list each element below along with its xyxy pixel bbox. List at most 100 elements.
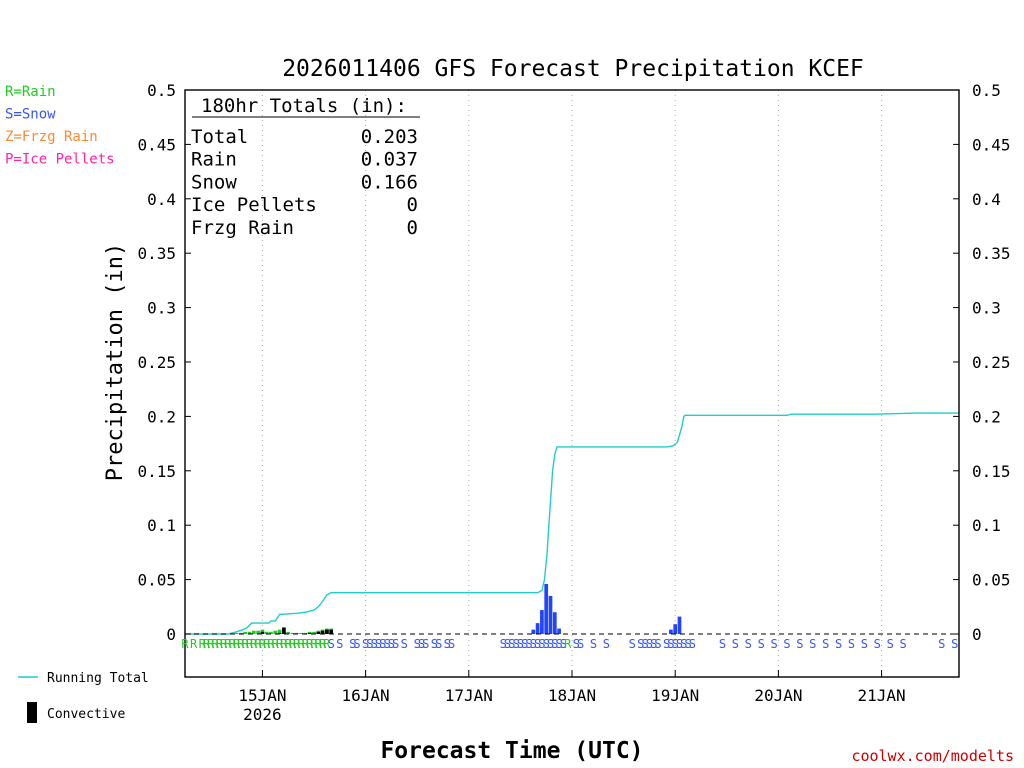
series-legend: Running Total Convective <box>18 671 149 723</box>
x-tick-label: 19JAN <box>651 686 699 705</box>
y-tick-label-left: 0.45 <box>137 135 176 154</box>
convective-bar <box>307 632 312 634</box>
precip-type-char: R <box>323 637 331 651</box>
precip-type-char: S <box>336 637 343 651</box>
totals-row-label: Total <box>191 126 248 148</box>
legend-convective-swatch <box>27 702 37 723</box>
precip-type-char: S <box>689 637 696 651</box>
y-tick-label-left: 0.25 <box>137 353 176 372</box>
precip-type-char: S <box>422 637 429 651</box>
precip-type-char: S <box>861 637 868 651</box>
precip-type-char: S <box>383 637 390 651</box>
chart-title: 2026011406 GFS Forecast Precipitation KC… <box>282 56 864 82</box>
precip-type-char: S <box>770 637 777 651</box>
precip-type-char: S <box>732 637 739 651</box>
totals-row-value: 0.166 <box>361 171 418 193</box>
precip-type-char: S <box>431 637 438 651</box>
precip-type-char: S <box>366 637 373 651</box>
precip-type-char: R <box>233 637 241 651</box>
y-tick-label-left: 0.5 <box>147 81 176 100</box>
rain-bar <box>239 632 243 634</box>
rain-bar <box>251 630 256 634</box>
grid-lines <box>261 90 883 677</box>
precip-type-char: S <box>783 637 790 651</box>
precip-type-char: S <box>887 637 894 651</box>
precip-type-char: S <box>504 637 511 651</box>
legend-convective-label: Convective <box>47 707 125 722</box>
y-tick-label-right: 0 <box>972 625 982 644</box>
totals-row-label: Frzg Rain <box>191 217 294 239</box>
y-tick-label-left: 0.2 <box>147 407 176 426</box>
rain-bar <box>299 632 303 634</box>
rain-bar <box>303 632 308 634</box>
precip-type-char: S <box>401 637 408 651</box>
precip-type-char: S <box>758 637 765 651</box>
precip-type-char: S <box>590 637 597 651</box>
snow-bar <box>544 583 549 634</box>
precip-type-char: S <box>637 637 644 651</box>
precip-type-char: S <box>353 637 360 651</box>
precip-type-char: R <box>259 637 267 651</box>
precip-type-char: S <box>603 637 610 651</box>
y-tick-label-right: 0.1 <box>972 516 1001 535</box>
precip-type-char: S <box>517 637 524 651</box>
y-tick-label-right: 0.45 <box>972 135 1011 154</box>
precip-type-char: S <box>547 637 554 651</box>
precip-type-char: S <box>951 637 958 651</box>
precip-type-char: S <box>349 637 356 651</box>
precip-type-char: S <box>680 637 687 651</box>
rain-bar <box>269 631 273 634</box>
precip-type-char: R <box>250 637 258 651</box>
y-tick-label-left: 0.15 <box>137 462 176 481</box>
snow-bar <box>548 595 553 634</box>
precip-type-char: R <box>297 637 305 651</box>
type-legend-entry: P=Ice Pellets <box>5 152 115 168</box>
precip-type-char: S <box>448 637 455 651</box>
rain-bar <box>247 631 252 634</box>
y-tick-label-left: 0.35 <box>137 244 176 263</box>
rain-bar <box>256 630 260 634</box>
precip-type-char: S <box>530 637 537 651</box>
precip-type-char: S <box>809 637 816 651</box>
snow-bar <box>673 624 678 634</box>
precip-type-char: R <box>276 637 284 651</box>
precip-type-char: S <box>796 637 803 651</box>
precip-type-char: S <box>629 637 636 651</box>
convective-bar <box>277 632 282 634</box>
totals-row-label: Snow <box>191 171 237 193</box>
type-legend-entry: S=Snow <box>5 107 56 123</box>
x-tick-sublabel: 2026 <box>243 705 282 724</box>
totals-row-value: 0.203 <box>361 126 418 148</box>
rain-bar <box>294 632 299 634</box>
x-axis-label: Forecast Time (UTC) <box>380 738 643 764</box>
precip-type-char: S <box>414 637 421 651</box>
precip-type-char: S <box>534 637 541 651</box>
snow-bar <box>540 610 544 634</box>
precip-type-char: S <box>388 637 395 651</box>
type-legend-entry: Z=Frzg Rain <box>5 129 98 145</box>
rain-bar <box>243 631 248 634</box>
precip-type-char: S <box>672 637 679 651</box>
x-tick-label: 16JAN <box>342 686 390 705</box>
precip-type-char: S <box>371 637 378 651</box>
precip-type-char: S <box>684 637 691 651</box>
x-tick-label: 18JAN <box>548 686 596 705</box>
rain-bar <box>277 629 282 634</box>
precip-type-char: S <box>654 637 661 651</box>
precip-type-char: S <box>650 637 657 651</box>
precip-type-char: R <box>246 637 254 651</box>
precip-type-char: R <box>181 637 189 651</box>
convective-bar <box>320 630 325 634</box>
y-tick-label-left: 0.05 <box>137 571 176 590</box>
precip-type-char: S <box>719 637 726 651</box>
rain-bar <box>273 630 278 634</box>
precip-type-char: S <box>328 637 335 651</box>
precip-type-char: R <box>199 637 207 651</box>
precip-type-char: S <box>938 637 945 651</box>
precip-type-char: S <box>577 637 584 651</box>
precip-type-char: S <box>375 637 382 651</box>
y-tick-label-right: 0.5 <box>972 81 1001 100</box>
precip-type-char: S <box>538 637 545 651</box>
